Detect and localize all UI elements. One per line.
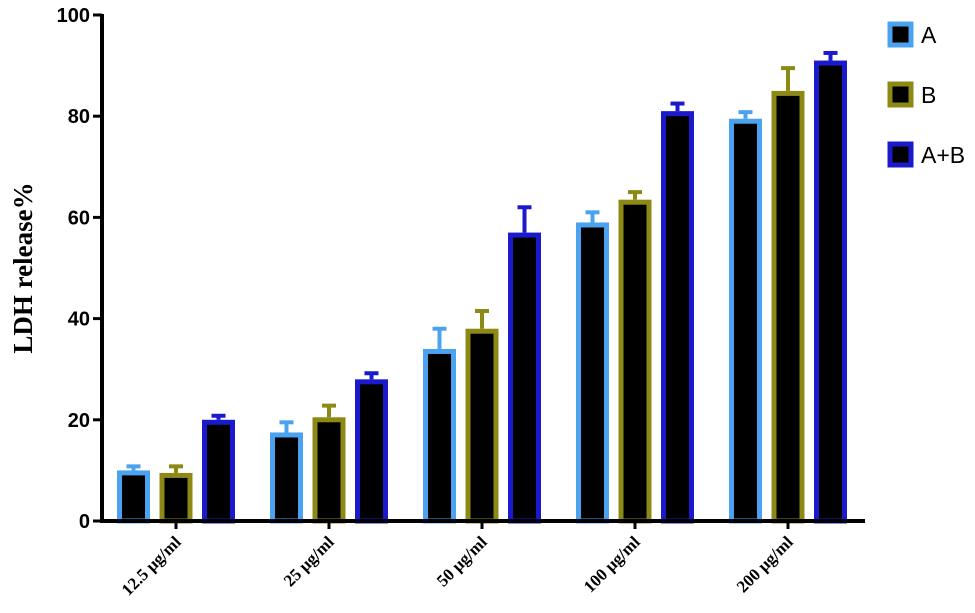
axes — [93, 13, 865, 529]
bar — [159, 472, 193, 524]
bar — [618, 199, 652, 524]
legend-label: A+B — [921, 142, 965, 168]
legend: A B A+B — [887, 21, 965, 168]
y-tick-label: 40 — [68, 309, 90, 331]
x-tick-label: 50 μg/ml — [433, 532, 491, 590]
y-axis-label: LDH release% — [8, 182, 38, 353]
y-tick-label: 20 — [68, 410, 90, 432]
bar — [771, 90, 805, 524]
error-bars — [126, 50, 838, 473]
bar — [270, 432, 303, 524]
y-tick-label: 60 — [68, 207, 90, 229]
x-tick-label: 12.5 μg/ml — [118, 532, 185, 599]
bar — [729, 118, 762, 524]
x-tick-label: 100 μg/ml — [580, 532, 644, 596]
legend-swatch — [887, 141, 914, 168]
bar — [202, 419, 235, 524]
x-tick-label: 25 μg/ml — [280, 532, 338, 590]
bar — [508, 232, 541, 524]
y-tick-label: 0 — [79, 511, 90, 533]
legend-label: B — [921, 82, 936, 108]
bar — [814, 60, 847, 524]
bar — [661, 111, 694, 524]
legend-swatch — [887, 21, 914, 48]
bar — [576, 222, 609, 524]
bar — [465, 328, 499, 524]
legend-label: A — [921, 22, 937, 48]
bar — [312, 417, 346, 524]
bar — [423, 348, 456, 524]
legend-swatch — [887, 81, 914, 108]
bar — [117, 470, 150, 524]
y-tick-label: 100 — [57, 5, 90, 27]
bar — [355, 379, 388, 524]
y-tick-label: 80 — [68, 106, 90, 128]
x-tick-label: 200 μg/ml — [733, 532, 797, 596]
bars — [117, 60, 847, 524]
